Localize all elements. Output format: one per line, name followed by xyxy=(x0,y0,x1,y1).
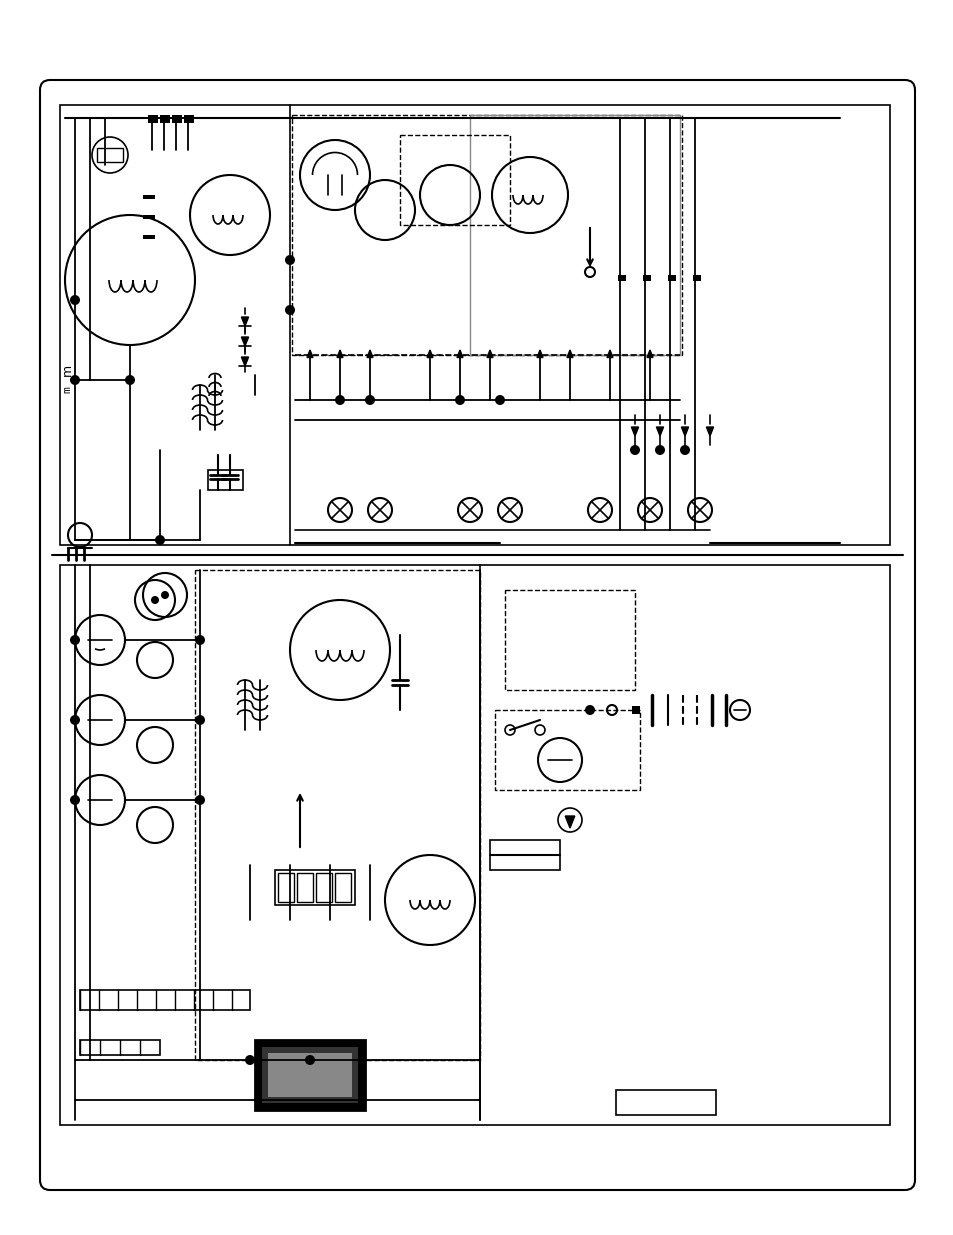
Bar xyxy=(143,215,154,219)
Bar xyxy=(504,590,635,690)
Circle shape xyxy=(305,1055,314,1065)
Polygon shape xyxy=(656,427,663,436)
Bar xyxy=(616,1091,716,1115)
Bar xyxy=(172,115,182,124)
Polygon shape xyxy=(537,350,542,357)
Circle shape xyxy=(335,395,345,405)
Circle shape xyxy=(194,795,205,805)
Bar xyxy=(296,873,313,902)
Polygon shape xyxy=(427,350,433,357)
Polygon shape xyxy=(705,427,713,436)
Polygon shape xyxy=(486,350,493,357)
Polygon shape xyxy=(336,350,343,357)
Bar xyxy=(80,990,250,1010)
Circle shape xyxy=(154,535,165,545)
Bar xyxy=(143,195,154,199)
Circle shape xyxy=(70,795,80,805)
Polygon shape xyxy=(631,427,638,436)
Bar xyxy=(399,135,510,225)
Circle shape xyxy=(194,635,205,645)
Circle shape xyxy=(679,445,689,454)
Bar xyxy=(268,1053,352,1097)
Polygon shape xyxy=(606,350,613,357)
Bar xyxy=(335,873,351,902)
Circle shape xyxy=(70,715,80,725)
Circle shape xyxy=(655,445,664,454)
Circle shape xyxy=(455,395,464,405)
Bar xyxy=(254,1040,365,1110)
Bar xyxy=(160,115,170,124)
Bar xyxy=(208,471,243,490)
Bar xyxy=(692,275,700,282)
Circle shape xyxy=(70,635,80,645)
Circle shape xyxy=(161,592,169,599)
Bar xyxy=(277,873,294,902)
Circle shape xyxy=(245,1055,254,1065)
Polygon shape xyxy=(646,350,652,357)
Polygon shape xyxy=(241,317,249,326)
Bar xyxy=(490,840,559,869)
Circle shape xyxy=(194,715,205,725)
Bar xyxy=(194,571,479,1060)
Polygon shape xyxy=(241,357,249,366)
Bar xyxy=(618,275,625,282)
Circle shape xyxy=(70,375,80,385)
Bar xyxy=(143,235,154,240)
Polygon shape xyxy=(680,427,688,436)
Polygon shape xyxy=(307,350,313,357)
Circle shape xyxy=(285,305,294,315)
Bar xyxy=(148,115,158,124)
Bar xyxy=(274,869,355,905)
Bar xyxy=(667,275,676,282)
Bar xyxy=(262,1047,357,1103)
Circle shape xyxy=(285,254,294,266)
Circle shape xyxy=(125,375,135,385)
Text: m: m xyxy=(62,387,71,394)
Polygon shape xyxy=(456,350,462,357)
Bar xyxy=(631,706,639,714)
Polygon shape xyxy=(367,350,373,357)
Bar xyxy=(292,115,681,354)
Polygon shape xyxy=(564,816,575,827)
Bar xyxy=(60,105,889,545)
Polygon shape xyxy=(241,337,249,346)
Text: m: m xyxy=(60,364,73,377)
Circle shape xyxy=(70,295,80,305)
Circle shape xyxy=(584,705,595,715)
Circle shape xyxy=(495,395,504,405)
Circle shape xyxy=(629,445,639,454)
Bar xyxy=(642,275,650,282)
Bar xyxy=(80,1040,160,1055)
Polygon shape xyxy=(566,350,573,357)
Bar xyxy=(470,115,679,354)
Circle shape xyxy=(151,597,159,604)
Bar xyxy=(495,710,639,790)
Bar xyxy=(315,873,332,902)
Bar xyxy=(60,564,889,1125)
Bar xyxy=(97,148,123,162)
Bar xyxy=(184,115,193,124)
Circle shape xyxy=(365,395,375,405)
